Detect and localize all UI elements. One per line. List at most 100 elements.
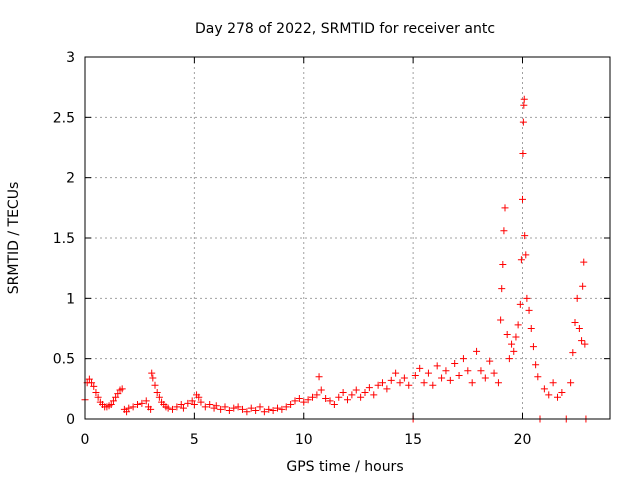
data-point: [92, 388, 100, 396]
y-tick-label: 3: [66, 50, 75, 66]
data-point: [578, 337, 586, 345]
data-point: [147, 405, 155, 413]
data-point: [164, 404, 172, 412]
data-point: [477, 367, 485, 375]
data-point: [473, 347, 481, 355]
data-point: [396, 379, 404, 387]
data-point: [239, 405, 246, 413]
data-point: [287, 401, 295, 409]
data-point: [494, 379, 502, 387]
data-point: [416, 364, 424, 372]
data-point: [446, 376, 454, 384]
data-point: [575, 325, 583, 332]
data-point: [505, 355, 513, 363]
y-axis-label: SRMTID / TECUs: [6, 182, 22, 295]
data-point: [169, 405, 176, 413]
data-point: [433, 362, 441, 370]
y-tick-label: 2.5: [53, 110, 75, 126]
data-point: [148, 369, 156, 377]
data-point: [527, 325, 535, 332]
data-point: [217, 405, 225, 413]
data-point: [534, 373, 542, 381]
y-tick-label: 0.5: [53, 352, 75, 368]
data-point: [520, 101, 528, 109]
data-point: [129, 403, 137, 411]
data-point: [508, 340, 516, 348]
data-point: [317, 386, 325, 394]
data-point: [580, 258, 588, 266]
data-point: [554, 393, 561, 401]
data-point: [514, 321, 522, 329]
data-point: [155, 393, 163, 401]
data-point: [230, 404, 238, 412]
data-point: [387, 376, 395, 384]
data-point: [481, 374, 489, 382]
data-point: [195, 393, 203, 401]
x-tick-labels: 0 5 10 15 20: [81, 432, 532, 448]
data-point: [451, 359, 459, 367]
data-point: [357, 393, 365, 401]
data-point: [309, 393, 316, 401]
data-point: [532, 361, 540, 369]
data-point: [571, 318, 579, 326]
data-point: [260, 408, 268, 416]
data-point: [107, 401, 115, 409]
data-point: [519, 118, 527, 126]
x-tick-label: 15: [404, 432, 422, 448]
data-point: [519, 150, 527, 158]
data-point: [197, 398, 205, 406]
data-point: [282, 403, 290, 411]
data-point: [114, 390, 122, 398]
data-point: [464, 367, 472, 375]
data-point: [315, 373, 323, 381]
data-point: [247, 404, 255, 412]
data-point: [405, 381, 413, 389]
data-point: [256, 403, 264, 411]
data-point: [326, 397, 334, 405]
data-point: [153, 388, 161, 396]
data-point: [581, 340, 589, 348]
grid: [85, 57, 610, 419]
y-tick-label: 1: [66, 291, 75, 307]
x-axis-label: GPS time / hours: [286, 459, 403, 475]
data-point: [510, 347, 518, 355]
data-point: [545, 391, 553, 399]
data-point: [330, 401, 338, 409]
data-point: [503, 331, 511, 339]
data-point: [221, 403, 229, 411]
data-point: [295, 394, 303, 402]
data-point: [179, 404, 187, 412]
data-point: [291, 397, 299, 405]
data-point: [501, 204, 509, 212]
data-point: [243, 408, 251, 416]
data-point: [269, 407, 277, 415]
data-point: [500, 227, 508, 235]
data-point: [573, 294, 581, 302]
data-point: [173, 403, 181, 411]
data-point: [142, 397, 150, 405]
x-tick-label: 20: [514, 432, 532, 448]
data-point: [517, 256, 525, 264]
data-point: [519, 195, 526, 203]
data-point: [134, 401, 141, 409]
data-point: [90, 382, 98, 390]
data-point: [361, 388, 369, 396]
data-point: [523, 294, 531, 302]
data-point: [522, 251, 530, 259]
data-point: [383, 385, 391, 393]
data-point: [569, 349, 577, 357]
data-point: [190, 401, 198, 409]
data-point: [512, 333, 520, 341]
data-point: [201, 403, 209, 411]
data-point: [234, 403, 242, 411]
chart-title: Day 278 of 2022, SRMTID for receiver ant…: [195, 21, 495, 37]
data-point: [300, 398, 308, 406]
data-point: [365, 384, 373, 392]
data-point: [455, 372, 463, 380]
y-tick-labels: 0 0.5 1 1.5 2 2.5 3: [53, 50, 75, 428]
data-point: [442, 367, 450, 375]
data-point: [499, 261, 507, 269]
data-point: [525, 306, 533, 314]
data-point: [149, 374, 157, 382]
